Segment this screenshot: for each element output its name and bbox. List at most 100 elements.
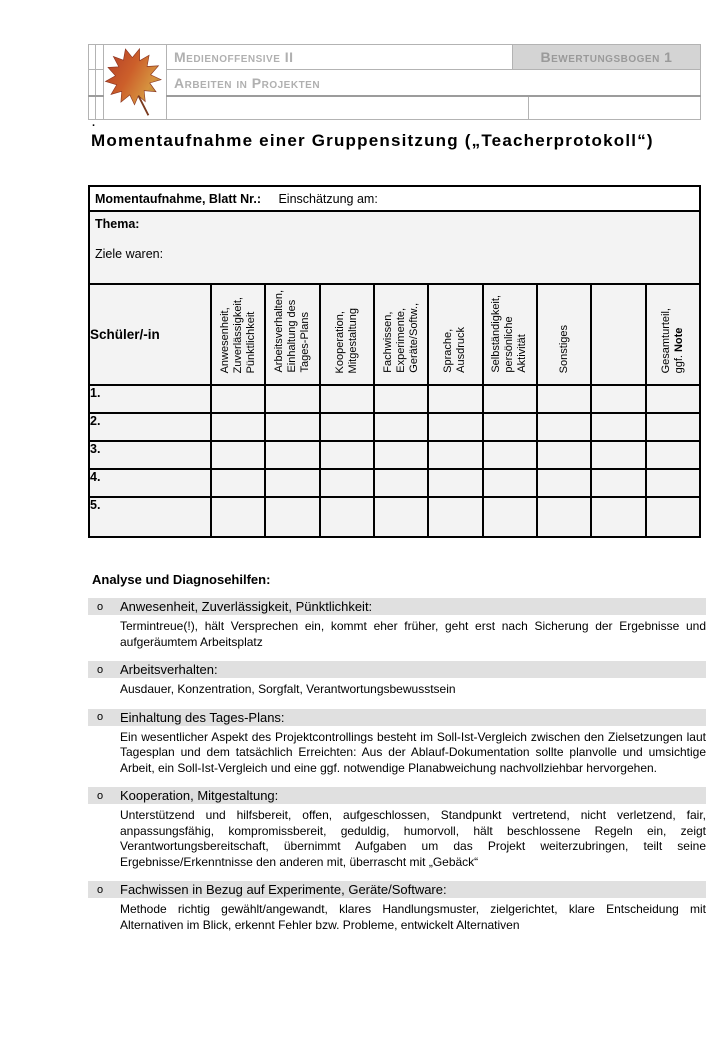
grade-cell xyxy=(481,384,538,414)
letterhead-empty-cell xyxy=(166,95,529,120)
grade-cell xyxy=(427,412,484,442)
topic-label: Thema: xyxy=(95,217,140,231)
column-header-arbeitsverhalten: Arbeitsverhalten, Einhaltung des Tages-P… xyxy=(264,283,321,386)
grade-cell xyxy=(372,384,430,414)
grade-cell xyxy=(318,384,375,414)
analysis-item-title-bar: o Fachwissen in Bezug auf Experimente, G… xyxy=(88,881,706,898)
analysis-heading: Analyse und Diagnosehilfen: xyxy=(92,572,271,587)
grade-cell xyxy=(644,412,702,442)
letterhead-spacer-cell xyxy=(95,69,104,97)
analysis-item-title-bar: o Anwesenheit, Zuverlässigkeit, Pünktlic… xyxy=(88,598,706,615)
analysis-item-title: Anwesenheit, Zuverlässigkeit, Pünktlichk… xyxy=(120,599,373,614)
sheet-number-row: Momentaufnahme, Blatt Nr.: Einschätzung … xyxy=(88,185,701,212)
grade-cell xyxy=(372,440,430,470)
grade-cell xyxy=(264,384,321,414)
bullet-marker: o xyxy=(97,883,104,896)
letterhead: Medienoffensive II Bewertungsbogen 1 Arb… xyxy=(88,44,701,120)
letterhead-title: Medienoffensive II xyxy=(166,44,513,70)
letterhead-badge: Bewertungsbogen 1 xyxy=(512,44,701,70)
bullet-marker: o xyxy=(97,711,104,723)
analysis-item: o Kooperation, Mitgestaltung: Unterstütz… xyxy=(88,787,706,870)
column-header-empty xyxy=(590,283,647,386)
grade-cell xyxy=(427,440,484,470)
analysis-item-body: Termintreue(!), hält Versprechen ein, ko… xyxy=(120,619,706,649)
grade-cell xyxy=(264,440,321,470)
grade-cell xyxy=(481,468,538,498)
letterhead-spacer-cell xyxy=(88,95,96,120)
letterhead-empty-cell xyxy=(528,95,701,120)
page-title: Momentaufnahme einer Gruppensitzung („Te… xyxy=(91,131,654,150)
analysis-section: Analyse und Diagnosehilfen: o Anwesenhei… xyxy=(88,572,706,944)
analysis-item-title-bar: o Kooperation, Mitgestaltung: xyxy=(88,787,706,804)
analysis-item: o Arbeitsverhalten: Ausdauer, Konzentrat… xyxy=(88,661,706,698)
grade-cell xyxy=(590,496,647,538)
grade-cell xyxy=(372,496,430,538)
grade-cell xyxy=(427,468,484,498)
analysis-item-title: Fachwissen in Bezug auf Experimente, Ger… xyxy=(120,882,447,897)
stray-period: . xyxy=(92,117,96,129)
grade-cell xyxy=(264,468,321,498)
student-row-number: 4. xyxy=(88,468,212,498)
bullet-marker: o xyxy=(97,789,104,802)
grade-cell xyxy=(372,468,430,498)
column-header-kooperation: Kooperation, Mitgestaltung xyxy=(318,283,375,386)
logo-cell xyxy=(103,44,167,120)
letterhead-spacer-cell xyxy=(95,95,104,120)
grade-cell xyxy=(318,496,375,538)
analysis-item-title: Arbeitsverhalten: xyxy=(120,662,218,677)
assessment-date-label: Einschätzung am: xyxy=(278,191,378,206)
grade-cell xyxy=(209,496,267,538)
grade-cell xyxy=(481,412,538,442)
grade-cell xyxy=(590,412,647,442)
column-header-anwesenheit: Anwesenheit, Zuverlässigkeit, Pünktlichk… xyxy=(209,283,267,386)
grade-cell xyxy=(644,384,702,414)
sheet-number-label: Momentaufnahme, Blatt Nr.: xyxy=(95,191,261,206)
grade-cell xyxy=(372,412,430,442)
column-header-gesamturteil: Gesamturteil, ggf. Note xyxy=(644,283,702,386)
grade-cell xyxy=(264,412,321,442)
student-row-number: 5. xyxy=(88,496,212,538)
grade-cell xyxy=(590,384,647,414)
letterhead-spacer-cell xyxy=(88,69,96,97)
column-header-sonstiges: Sonstiges xyxy=(535,283,593,386)
grade-cell xyxy=(318,440,375,470)
grade-cell xyxy=(209,468,267,498)
goals-label: Ziele waren: xyxy=(95,247,164,261)
grade-cell xyxy=(209,412,267,442)
grade-cell xyxy=(427,496,484,538)
analysis-item: o Fachwissen in Bezug auf Experimente, G… xyxy=(88,881,706,933)
grade-cell xyxy=(481,496,538,538)
student-row-number: 2. xyxy=(88,412,212,442)
grade-cell xyxy=(481,440,538,470)
grade-cell xyxy=(644,440,702,470)
analysis-item-title: Einhaltung des Tages-Plans: xyxy=(120,709,285,725)
grade-cell xyxy=(590,468,647,498)
bullet-marker: o xyxy=(97,600,104,613)
grade-cell xyxy=(590,440,647,470)
column-header-fachwissen: Fachwissen, Experimente, Geräte/Softw., xyxy=(372,283,430,386)
grade-cell xyxy=(209,384,267,414)
topic-cell: Thema: Ziele waren: xyxy=(88,210,701,285)
grade-cell xyxy=(264,496,321,538)
analysis-item-body: Ausdauer, Konzentration, Sorgfalt, Veran… xyxy=(120,682,456,696)
column-header-sprache: Sprache, Ausdruck xyxy=(427,283,484,386)
grade-cell xyxy=(535,412,593,442)
grade-cell xyxy=(644,496,702,538)
student-row-number: 1. xyxy=(88,384,212,414)
maple-leaf-icon xyxy=(104,47,162,116)
letterhead-subtitle: Arbeiten in Projekten xyxy=(166,69,701,97)
analysis-item-title-bar: o Einhaltung des Tages-Plans: xyxy=(88,708,706,726)
grade-cell xyxy=(535,384,593,414)
student-row-number: 3. xyxy=(88,440,212,470)
analysis-item-title-bar: o Arbeitsverhalten: xyxy=(88,661,706,678)
grade-cell xyxy=(318,468,375,498)
letterhead-spacer-cell xyxy=(95,44,104,70)
grade-cell xyxy=(209,440,267,470)
column-header-student: Schüler/-in xyxy=(88,283,212,386)
bullet-marker: o xyxy=(97,663,104,676)
analysis-item: o Anwesenheit, Zuverlässigkeit, Pünktlic… xyxy=(88,598,706,650)
analysis-item-body: Methode richtig gewählt/angewandt, klare… xyxy=(120,902,706,932)
analysis-item-title: Kooperation, Mitgestaltung: xyxy=(120,788,279,803)
grade-cell xyxy=(644,468,702,498)
letterhead-spacer-cell xyxy=(88,44,96,70)
